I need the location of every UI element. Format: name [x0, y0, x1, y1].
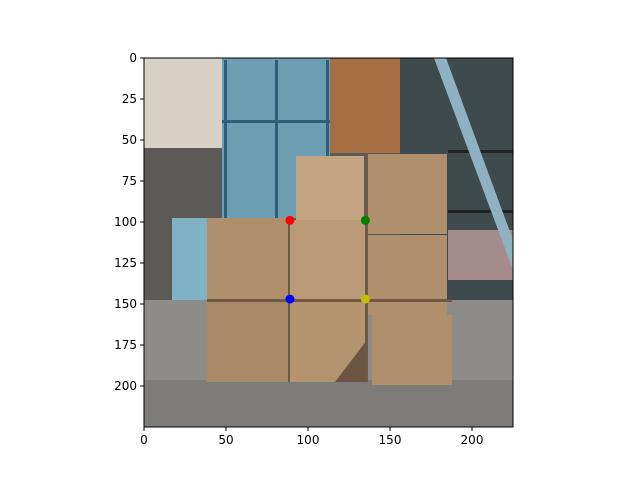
y-tick-label: 100 — [114, 215, 137, 229]
axes-frame — [143, 57, 514, 428]
x-tick-label: 50 — [218, 433, 233, 447]
y-tick-label: 75 — [122, 174, 137, 188]
data-point — [360, 215, 370, 225]
x-tick-label: 150 — [379, 433, 402, 447]
y-tick-label: 0 — [129, 51, 137, 65]
y-tick-label: 150 — [114, 297, 137, 311]
y-tick-label: 25 — [122, 92, 137, 106]
x-axis: 0 50 100 150 200 — [140, 427, 483, 447]
plot-area — [143, 57, 514, 428]
data-points — [285, 215, 370, 304]
x-tick-label: 200 — [461, 433, 484, 447]
data-point — [360, 294, 370, 304]
y-axis: 0 25 50 75 100 125 150 175 200 — [114, 51, 144, 393]
y-tick-label: 200 — [114, 379, 137, 393]
x-tick-label: 0 — [140, 433, 148, 447]
x-tick-label: 100 — [297, 433, 320, 447]
warehouse-image — [144, 58, 513, 427]
data-point — [285, 294, 295, 304]
y-tick-label: 50 — [122, 133, 137, 147]
y-tick-label: 175 — [114, 338, 137, 352]
data-point — [285, 215, 295, 225]
y-tick-label: 125 — [114, 256, 137, 270]
